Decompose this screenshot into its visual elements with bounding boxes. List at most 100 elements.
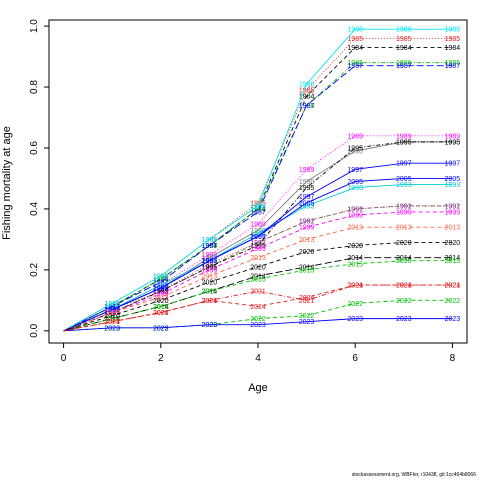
point-label: 1986 [299, 103, 315, 110]
series-2014: 2014 2014 2014 2014 2014 2014 2014 2014 [63, 255, 461, 332]
point-label: 1992 [104, 307, 120, 314]
point-label: 1995 [396, 139, 412, 146]
point-label: 1984 [104, 304, 120, 311]
point-label: 2005 [445, 176, 461, 183]
point-label: 1989 [153, 283, 169, 290]
point-label: 2013 [202, 273, 218, 280]
point-label: 2022 [347, 301, 363, 308]
point-label: 2023 [396, 316, 412, 323]
point-label: 1986 [250, 206, 266, 213]
point-label: 1991 [347, 206, 363, 213]
point-label: 1984 [396, 45, 412, 52]
point-label: 2021 [347, 283, 363, 290]
point-label: 2024 [104, 319, 120, 326]
point-label: 1986 [396, 60, 412, 67]
series-1999: 1999 1999 1999 1999 1999 1999 1999 1999 [63, 209, 460, 332]
series-line [63, 141, 453, 332]
point-label: 2014 [250, 273, 266, 280]
point-label: 2015 [347, 261, 363, 268]
point-label: 1985 [396, 36, 412, 43]
point-label: 1984 [153, 277, 169, 284]
y-tick-label: 0.4 [29, 202, 40, 216]
point-label: 2005 [299, 200, 315, 207]
y-tick-label: 0.2 [29, 262, 40, 276]
point-label: 1989 [202, 252, 218, 259]
series-1985: 1985 1985 1985 1985 1985 1985 1985 1985 [63, 36, 460, 332]
series-line [63, 65, 453, 332]
point-label: 1985 [299, 88, 315, 95]
point-label: 1993 [202, 258, 218, 265]
point-label: 1997 [153, 286, 169, 293]
point-label: 1984 [250, 206, 266, 213]
point-label: 2015 [299, 267, 315, 274]
point-label: 1987 [104, 304, 120, 311]
point-label: 2015 [104, 316, 120, 323]
series-line [63, 284, 453, 332]
point-label: 2015 [250, 277, 266, 284]
point-label: 1989 [347, 133, 363, 140]
series-2024: 2024 2024 2024 2024 2024 2024 2024 2024 [63, 283, 460, 332]
point-label: 1993 [396, 182, 412, 189]
series-1992: 1992 1992 1992 1992 1992 1992 1992 1992 [63, 203, 460, 332]
point-label: 1989 [250, 222, 266, 229]
point-label: 1984 [445, 45, 461, 52]
point-label: 1993 [153, 283, 169, 290]
point-label: 1993 [347, 185, 363, 192]
point-label: 1986 [347, 60, 363, 67]
x-tick-label: 2 [158, 353, 164, 364]
point-label: 2015 [153, 304, 169, 311]
point-label: 2022 [445, 298, 461, 305]
series-1993: 1993 1993 1993 1993 1993 1993 1993 1993 [63, 182, 460, 332]
series-1986: 1986 1986 1986 1986 1986 1986 1986 1986 [63, 60, 460, 332]
point-label: 1999 [299, 225, 315, 232]
point-label: 1990 [299, 179, 315, 186]
point-label: 2005 [396, 176, 412, 183]
point-label: 1987 [347, 63, 363, 70]
point-label: 1985 [202, 237, 218, 244]
point-label: 1992 [347, 206, 363, 213]
x-tick-label: 6 [352, 353, 358, 364]
point-label: 1999 [396, 209, 412, 216]
point-label: 1995 [153, 289, 169, 296]
point-label: 1984 [202, 243, 218, 250]
point-label: 1991 [299, 219, 315, 226]
point-label: 2014 [299, 264, 315, 271]
point-label: 1991 [202, 264, 218, 271]
point-label: 2023 [202, 322, 218, 329]
point-label: 1992 [202, 261, 218, 268]
point-label: 1985 [250, 200, 266, 207]
point-label: 1988 [299, 81, 315, 88]
point-label: 2022 [153, 325, 169, 332]
point-label: 2005 [250, 234, 266, 241]
point-label: 1986 [104, 304, 120, 311]
point-label: 1993 [299, 203, 315, 210]
series-1989: 1989 1989 1989 1989 1989 1989 1989 1989 [63, 133, 461, 332]
footer-credit: stockassessment.org, WBFIer, r10438, git… [351, 472, 476, 478]
point-label: 1997 [202, 258, 218, 265]
point-label: 1995 [347, 145, 363, 152]
point-label: 2013 [445, 225, 461, 232]
series-line [63, 135, 453, 332]
point-label: 1988 [445, 27, 461, 34]
point-label: 1989 [299, 167, 315, 174]
point-label: 1999 [347, 213, 363, 220]
point-label: 2020 [250, 264, 266, 271]
point-label: 1990 [396, 139, 412, 146]
point-label: 1997 [347, 167, 363, 174]
point-label: 1989 [445, 133, 461, 140]
point-label: 2014 [445, 255, 461, 262]
series-line [63, 241, 453, 332]
y-tick-label: 0.0 [29, 323, 40, 337]
point-label: 2013 [396, 225, 412, 232]
point-label: 1993 [104, 307, 120, 314]
point-label: 1988 [153, 273, 169, 280]
point-label: 2005 [347, 179, 363, 186]
point-label: 2021 [445, 283, 461, 290]
point-label: 1992 [153, 289, 169, 296]
series-1988: 1988 1988 1988 1988 1988 1988 1988 1988 [63, 27, 461, 332]
point-label: 2013 [104, 310, 120, 317]
x-tick-label: 8 [450, 353, 456, 364]
point-label: 2005 [202, 258, 218, 265]
point-label: 1990 [445, 139, 461, 146]
